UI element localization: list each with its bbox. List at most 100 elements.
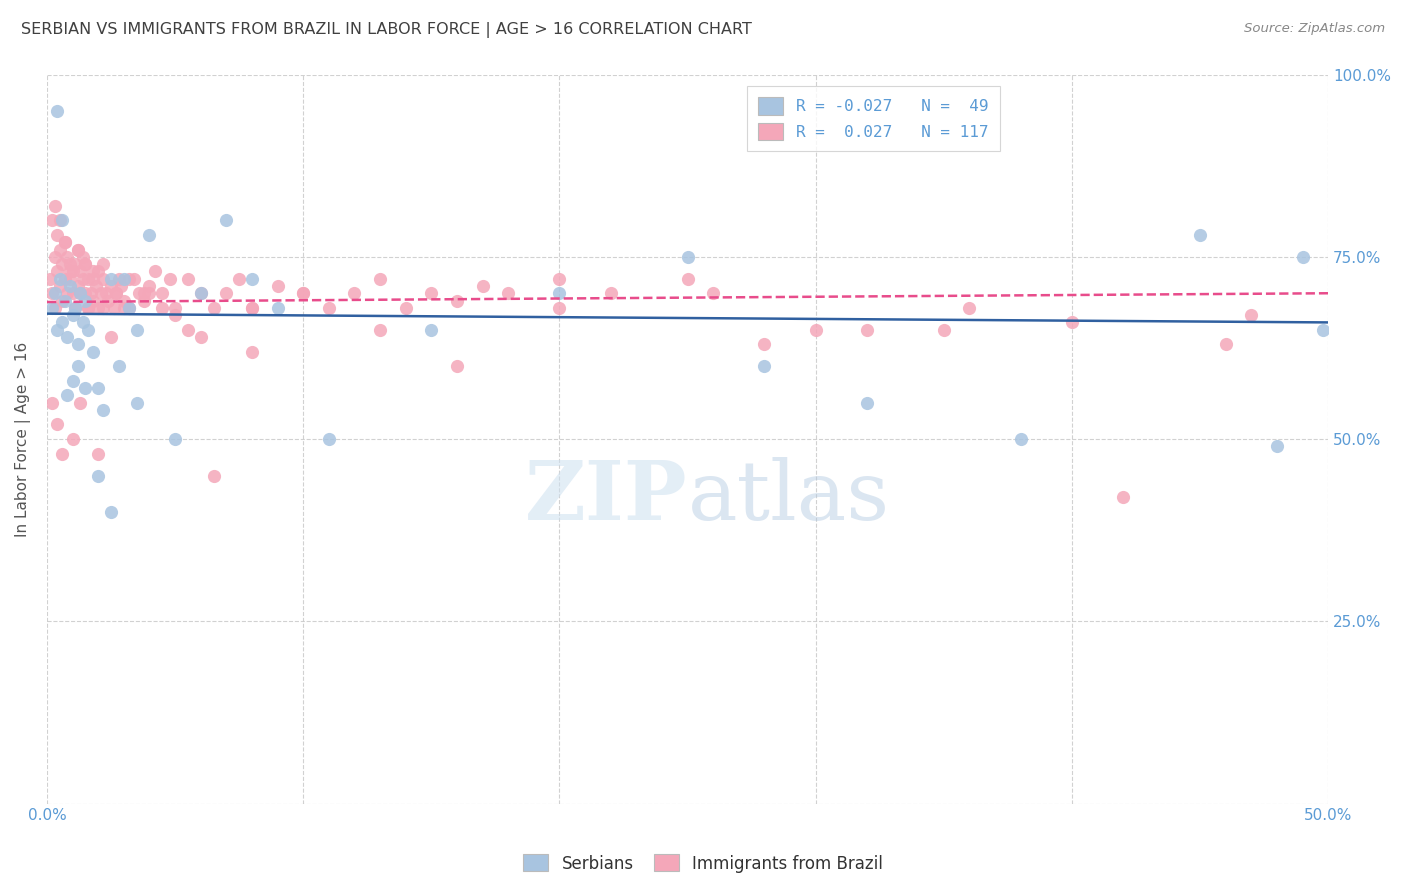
Point xyxy=(66,359,89,373)
Point xyxy=(112,301,135,315)
Point xyxy=(87,264,110,278)
Point xyxy=(49,279,72,293)
Point xyxy=(63,257,86,271)
Point xyxy=(125,323,148,337)
Point xyxy=(49,213,72,227)
Point xyxy=(420,286,443,301)
Point xyxy=(138,286,160,301)
Point xyxy=(69,286,91,301)
Point xyxy=(77,323,100,337)
Point xyxy=(202,301,225,315)
Point xyxy=(118,271,141,285)
Point xyxy=(100,271,122,285)
Point xyxy=(53,293,76,308)
Point xyxy=(44,199,66,213)
Point xyxy=(93,271,115,285)
Point xyxy=(548,271,571,285)
Point xyxy=(51,213,73,227)
Point xyxy=(165,301,187,315)
Point xyxy=(53,235,76,250)
Point xyxy=(150,286,173,301)
Point xyxy=(79,286,101,301)
Point xyxy=(59,271,82,285)
Point xyxy=(1010,432,1032,446)
Point xyxy=(77,271,100,285)
Point xyxy=(41,286,63,301)
Point xyxy=(599,286,621,301)
Point xyxy=(138,227,160,242)
Point xyxy=(240,344,263,359)
Point xyxy=(957,301,980,315)
Point xyxy=(1189,227,1212,242)
Point xyxy=(69,395,91,409)
Point xyxy=(44,301,66,315)
Point xyxy=(56,250,79,264)
Point xyxy=(66,243,89,257)
Point xyxy=(754,359,776,373)
Point xyxy=(46,323,69,337)
Point xyxy=(66,243,89,257)
Point xyxy=(93,257,115,271)
Point xyxy=(59,257,82,271)
Point xyxy=(72,271,94,285)
Point xyxy=(56,286,79,301)
Point xyxy=(62,286,84,301)
Point xyxy=(138,279,160,293)
Point xyxy=(190,286,212,301)
Point xyxy=(110,279,132,293)
Point xyxy=(51,257,73,271)
Point xyxy=(62,264,84,278)
Point xyxy=(177,271,200,285)
Point xyxy=(87,447,110,461)
Point xyxy=(82,344,104,359)
Point xyxy=(87,381,110,395)
Point xyxy=(87,301,110,315)
Point xyxy=(932,323,955,337)
Point xyxy=(75,257,97,271)
Point xyxy=(165,432,187,446)
Point xyxy=(446,359,468,373)
Point xyxy=(190,286,212,301)
Point xyxy=(368,271,391,285)
Point xyxy=(75,257,97,271)
Point xyxy=(548,301,571,315)
Legend: R = -0.027   N =  49, R =  0.027   N = 117: R = -0.027 N = 49, R = 0.027 N = 117 xyxy=(747,87,1000,152)
Point xyxy=(63,301,86,315)
Point xyxy=(228,271,250,285)
Point xyxy=(118,301,141,315)
Point xyxy=(165,308,187,322)
Point xyxy=(41,213,63,227)
Point xyxy=(105,286,128,301)
Point xyxy=(75,381,97,395)
Point xyxy=(215,213,238,227)
Point xyxy=(548,286,571,301)
Point xyxy=(804,323,827,337)
Point xyxy=(44,250,66,264)
Point xyxy=(38,271,60,285)
Point xyxy=(94,286,117,301)
Point xyxy=(56,388,79,402)
Point xyxy=(292,286,315,301)
Point xyxy=(1215,337,1237,351)
Point xyxy=(318,432,340,446)
Point xyxy=(292,286,315,301)
Point xyxy=(100,505,122,519)
Point xyxy=(66,279,89,293)
Point xyxy=(53,271,76,285)
Point xyxy=(69,286,91,301)
Point xyxy=(75,286,97,301)
Point xyxy=(134,293,156,308)
Point xyxy=(395,301,418,315)
Point xyxy=(66,337,89,351)
Point xyxy=(266,279,288,293)
Text: SERBIAN VS IMMIGRANTS FROM BRAZIL IN LABOR FORCE | AGE > 16 CORRELATION CHART: SERBIAN VS IMMIGRANTS FROM BRAZIL IN LAB… xyxy=(21,22,752,38)
Point xyxy=(1112,491,1135,505)
Point xyxy=(1060,315,1083,329)
Point xyxy=(112,293,135,308)
Point xyxy=(100,330,122,344)
Point xyxy=(46,264,69,278)
Legend: Serbians, Immigrants from Brazil: Serbians, Immigrants from Brazil xyxy=(516,847,890,880)
Point xyxy=(97,293,120,308)
Text: Source: ZipAtlas.com: Source: ZipAtlas.com xyxy=(1244,22,1385,36)
Point xyxy=(75,293,97,308)
